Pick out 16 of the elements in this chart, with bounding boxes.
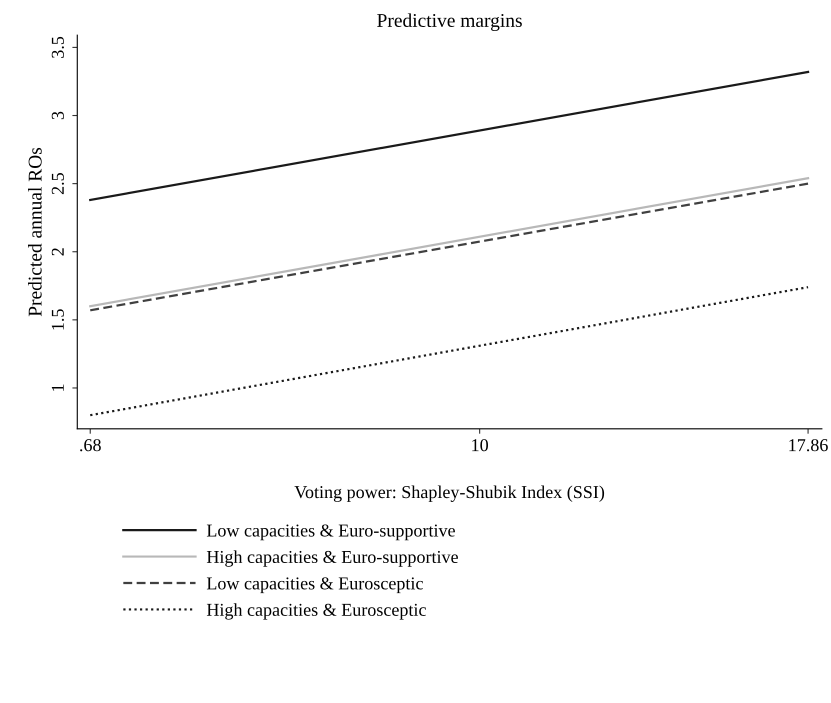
y-tick-label: 2.5 (52, 173, 64, 194)
legend-label: Low capacities & Euro-supportive (206, 524, 455, 540)
y-axis-title: Predicted annual ROs (28, 148, 42, 316)
y-tick-label: 1 (52, 384, 64, 391)
x-axis-title: Voting power: Shapley-Shubik Index (SSI) (294, 485, 604, 502)
y-tick-label: 3 (52, 112, 64, 120)
x-tick-label: 10 (472, 439, 488, 452)
y-tick-label: 3.5 (52, 36, 64, 58)
legend-label: High capacities & Euro-supportive (206, 550, 458, 567)
x-tick-label: .68 (80, 439, 101, 452)
chart-title: Predictive margins (377, 13, 522, 32)
legend-label: High capacities & Eurosceptic (206, 603, 426, 620)
legend-label: Low capacities & Eurosceptic (206, 577, 423, 594)
y-tick-label: 2 (52, 248, 64, 256)
y-tick-label: 1.5 (52, 309, 64, 330)
x-tick-label: 17.86 (789, 439, 828, 452)
